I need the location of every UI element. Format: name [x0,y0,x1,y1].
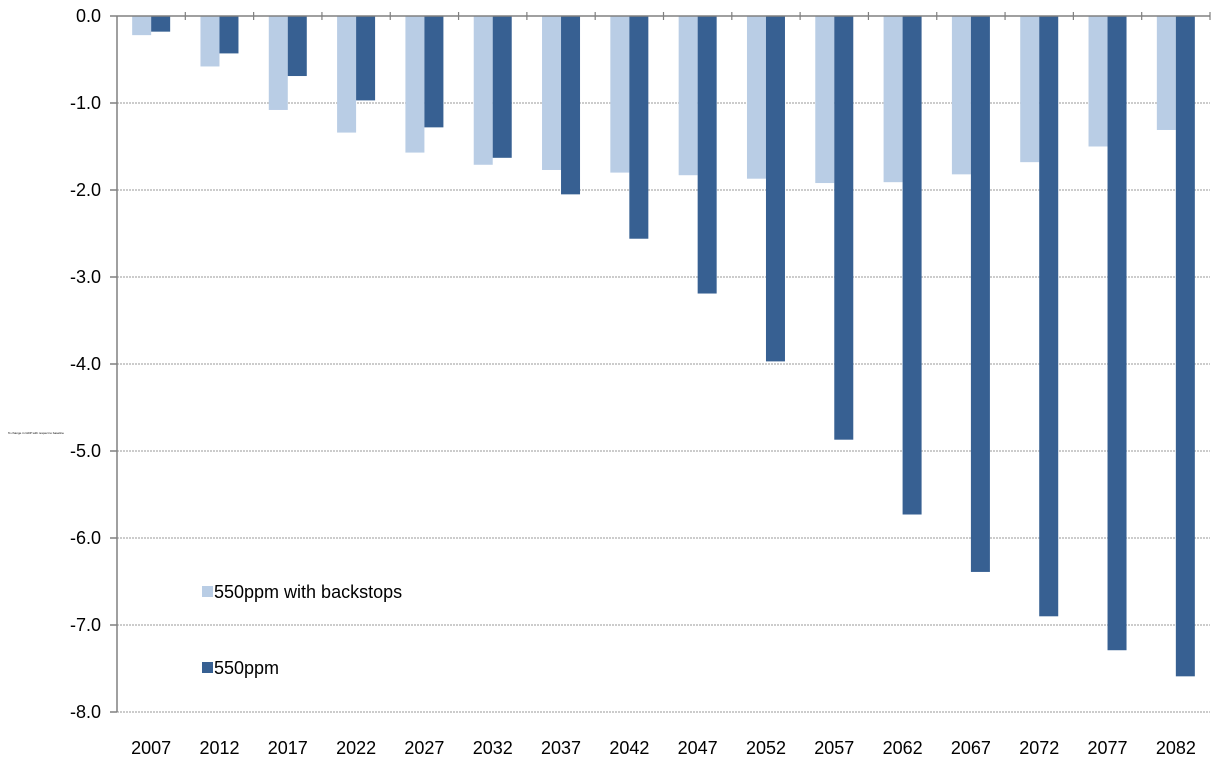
bar-with-backstops-2027 [405,16,425,153]
bar-base-2052 [765,16,785,362]
y-tick-label: -8.0 [70,702,101,722]
x-tick-label: 2007 [131,738,171,758]
x-tick-label: 2057 [814,738,854,758]
x-tick-label: 2017 [268,738,308,758]
bar-base-2037 [561,16,581,195]
y-axis-label: % change in GDP with respect to baseline [8,431,64,435]
y-tick-label: -2.0 [70,180,101,200]
x-tick-label: 2022 [336,738,376,758]
bar-with-backstops-2067 [951,16,971,175]
bar-base-2067 [970,16,990,572]
x-tick-label: 2037 [541,738,581,758]
bar-base-2072 [1039,16,1059,617]
bar-base-2082 [1175,16,1195,677]
y-tick-label: -6.0 [70,528,101,548]
bar-with-backstops-2007 [132,16,152,36]
bar-base-2022 [356,16,376,101]
x-tick-label: 2042 [609,738,649,758]
legend: 550ppm with backstops 550ppm [202,582,402,678]
x-tick-label: 2077 [1088,738,1128,758]
x-tick-label: 2012 [199,738,239,758]
bar-with-backstops-2022 [337,16,357,133]
x-tick-label: 2062 [883,738,923,758]
bar-base-2027 [424,16,444,128]
bar-with-backstops-2052 [746,16,766,179]
gridlines [117,102,1210,713]
bar-base-2077 [1107,16,1127,651]
y-tick-label: 0.0 [76,6,101,26]
bars [132,16,1195,677]
y-tick-label: -3.0 [70,267,101,287]
bar-with-backstops-2077 [1088,16,1108,147]
x-tick-label: 2082 [1156,738,1196,758]
axes [110,12,1211,713]
x-tick-labels: 2007 2012 2017 2022 2027 2032 2037 2042 2047 2052… [131,738,1196,758]
x-tick-label: 2052 [746,738,786,758]
legend-swatch [202,586,213,597]
bar-with-backstops-2012 [200,16,220,67]
y-tick-label: -7.0 [70,615,101,635]
bar-base-2062 [902,16,922,515]
bar-base-2057 [834,16,854,440]
bar-base-2012 [219,16,239,54]
bar-with-backstops-2047 [678,16,698,176]
bar-with-backstops-2082 [1156,16,1176,130]
x-tick-label: 2047 [678,738,718,758]
y-tick-label: -4.0 [70,354,101,374]
bar-with-backstops-2042 [610,16,630,173]
legend-label: 550ppm with backstops [214,582,402,602]
legend-label: 550ppm [214,658,279,678]
bar-base-2017 [287,16,307,77]
x-tick-label: 2027 [404,738,444,758]
x-tick-label: 2067 [951,738,991,758]
bar-base-2032 [492,16,512,158]
y-tick-labels: 0.0 -1.0 -2.0 -3.0 -4.0 -5.0 -6.0 -7.0 -8.0 [70,6,101,722]
bar-with-backstops-2072 [1020,16,1040,163]
bar-with-backstops-2062 [883,16,903,183]
y-tick-label: -5.0 [70,441,101,461]
bar-base-2047 [697,16,717,294]
y-tick-label: -1.0 [70,93,101,113]
bar-base-2042 [629,16,649,239]
bar-base-2007 [151,16,171,32]
legend-swatch [202,662,213,673]
bar-with-backstops-2037 [542,16,562,170]
bar-with-backstops-2032 [473,16,493,165]
x-tick-label: 2072 [1019,738,1059,758]
bar-with-backstops-2057 [815,16,835,184]
bar-with-backstops-2017 [268,16,288,110]
x-tick-label: 2032 [473,738,513,758]
